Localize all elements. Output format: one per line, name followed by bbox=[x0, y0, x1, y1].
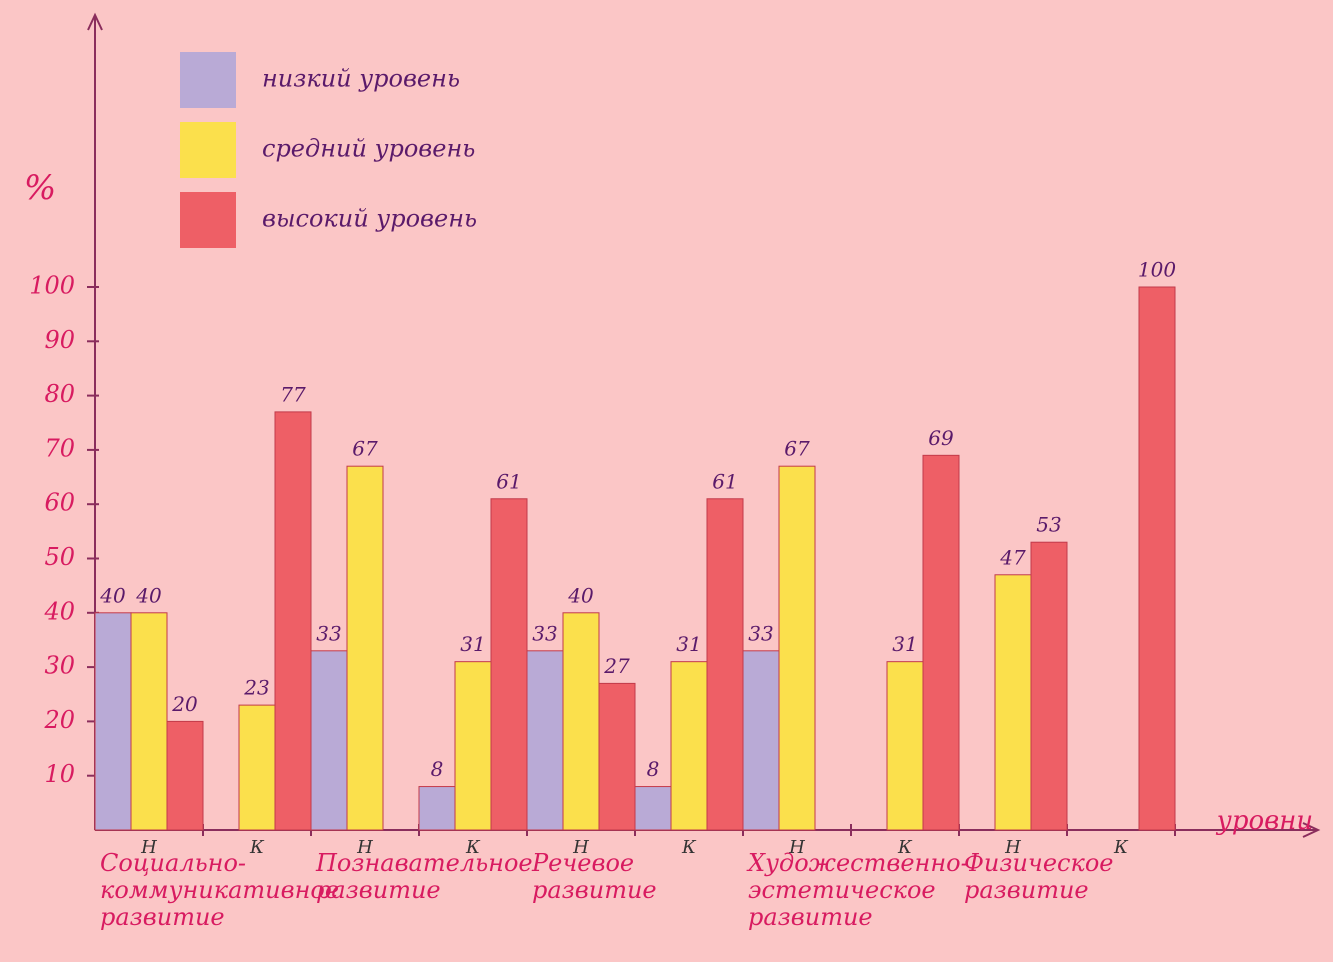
value-label: 67 bbox=[784, 437, 810, 461]
value-label: 61 bbox=[712, 469, 737, 493]
y-axis-label: % bbox=[24, 168, 56, 208]
y-tick-label: 10 bbox=[44, 760, 75, 788]
group-label: Речевое развитие bbox=[532, 849, 657, 904]
y-tick-label: 60 bbox=[44, 489, 75, 517]
value-label: 53 bbox=[1036, 513, 1061, 537]
value-label: 100 bbox=[1138, 258, 1176, 282]
y-tick-label: 80 bbox=[44, 380, 75, 408]
value-label: 47 bbox=[999, 545, 1026, 569]
bar bbox=[562, 612, 600, 831]
bar bbox=[346, 465, 384, 831]
x-axis-arrow bbox=[1302, 822, 1321, 838]
value-label: 40 bbox=[135, 583, 162, 607]
value-label: 8 bbox=[647, 757, 660, 781]
y-tick-label: 100 bbox=[29, 272, 75, 300]
bar bbox=[490, 498, 528, 831]
legend-swatch bbox=[180, 52, 236, 108]
x-tick-label: К bbox=[1113, 837, 1129, 858]
x-tick-label: Н bbox=[356, 837, 373, 858]
x-tick-label: Н bbox=[788, 837, 805, 858]
bar bbox=[778, 465, 816, 831]
y-axis-arrow bbox=[87, 12, 103, 31]
x-tick-label: Н bbox=[1004, 837, 1021, 858]
value-label: 33 bbox=[316, 621, 341, 645]
group-label: Художественно-эстетическое развитие bbox=[748, 849, 969, 931]
bar bbox=[310, 650, 348, 831]
x-tick-label: К bbox=[249, 837, 265, 858]
x-axis-label: уровни bbox=[1216, 806, 1313, 836]
legend-label: высокий уровень bbox=[262, 205, 477, 233]
group-label: Физическое развитие bbox=[964, 849, 1114, 904]
value-label: 20 bbox=[171, 692, 198, 716]
legend-swatch bbox=[180, 192, 236, 248]
y-tick-label: 30 bbox=[44, 652, 75, 680]
x-tick-label: К bbox=[681, 837, 697, 858]
x-tick-label: К bbox=[897, 837, 913, 858]
group-label: Познавательное развитие bbox=[316, 849, 533, 904]
value-label: 33 bbox=[532, 621, 557, 645]
bar bbox=[634, 786, 672, 831]
value-label: 31 bbox=[892, 632, 917, 656]
x-tick-label: К bbox=[465, 837, 481, 858]
value-label: 40 bbox=[567, 583, 594, 607]
y-tick-label: 20 bbox=[43, 706, 75, 734]
bar bbox=[274, 411, 312, 831]
value-label: 61 bbox=[496, 469, 521, 493]
bar bbox=[166, 720, 204, 831]
bar bbox=[238, 704, 276, 831]
legend-label: низкий уровень bbox=[262, 65, 460, 93]
value-label: 67 bbox=[352, 437, 378, 461]
bar bbox=[526, 650, 564, 831]
y-tick-label: 40 bbox=[43, 597, 75, 625]
bar bbox=[598, 682, 636, 831]
legend-swatch bbox=[180, 122, 236, 178]
legend-label: средний уровень bbox=[262, 135, 475, 163]
bar bbox=[94, 612, 132, 831]
value-label: 8 bbox=[431, 757, 444, 781]
bar bbox=[1138, 286, 1176, 831]
y-tick-label: 70 bbox=[44, 434, 75, 462]
bar bbox=[1030, 541, 1068, 831]
group-label: Социально-коммуникативное развитие bbox=[100, 849, 340, 931]
value-label: 31 bbox=[676, 632, 701, 656]
value-label: 27 bbox=[603, 654, 630, 678]
value-label: 23 bbox=[243, 676, 269, 700]
value-label: 40 bbox=[99, 583, 126, 607]
y-tick-label: 90 bbox=[44, 326, 75, 354]
value-label: 77 bbox=[280, 382, 306, 406]
value-label: 31 bbox=[460, 632, 485, 656]
x-tick-label: Н bbox=[140, 837, 157, 858]
bar bbox=[742, 650, 780, 831]
bar bbox=[454, 661, 492, 831]
bar bbox=[922, 454, 960, 831]
bar bbox=[994, 574, 1032, 831]
value-label: 69 bbox=[928, 426, 954, 450]
y-tick-label: 50 bbox=[44, 543, 75, 571]
bar bbox=[130, 612, 168, 831]
value-label: 33 bbox=[748, 621, 773, 645]
bar bbox=[706, 498, 744, 831]
bar bbox=[418, 786, 456, 831]
x-tick-label: Н bbox=[572, 837, 589, 858]
bar bbox=[670, 661, 708, 831]
bar bbox=[886, 661, 924, 831]
